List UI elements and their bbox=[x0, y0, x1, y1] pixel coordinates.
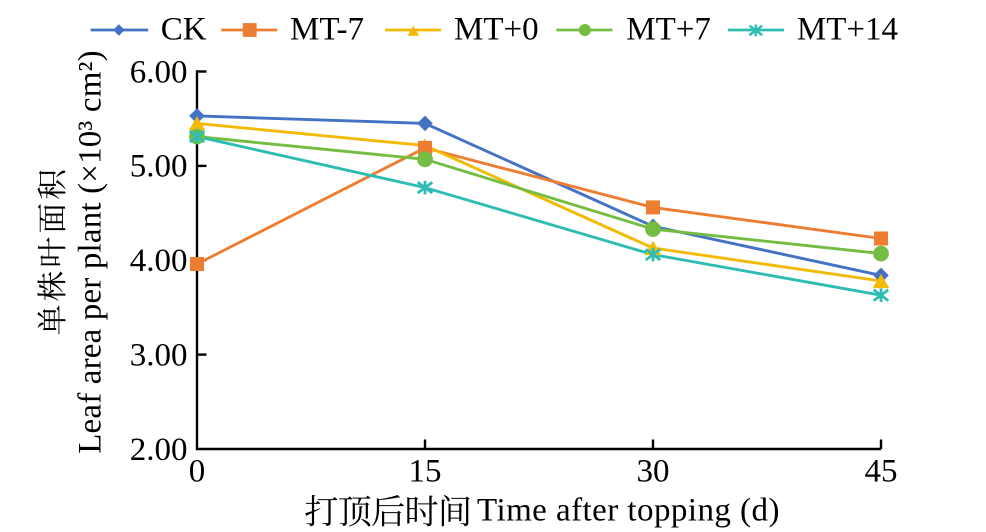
svg-text:CK: CK bbox=[161, 11, 207, 47]
svg-text:MT+0: MT+0 bbox=[454, 11, 539, 47]
svg-text:3.00: 3.00 bbox=[130, 338, 188, 374]
svg-text:MT+7: MT+7 bbox=[626, 11, 711, 47]
svg-text:2.00: 2.00 bbox=[130, 432, 188, 468]
svg-text:MT+14: MT+14 bbox=[797, 11, 898, 47]
svg-text:15: 15 bbox=[409, 453, 442, 489]
svg-text:5.00: 5.00 bbox=[130, 149, 188, 185]
svg-text:MT-7: MT-7 bbox=[290, 11, 364, 47]
svg-text:30: 30 bbox=[637, 453, 670, 489]
svg-text:6.00: 6.00 bbox=[130, 54, 188, 90]
svg-text:Leaf area per plant (×10³ cm²): Leaf area per plant (×10³ cm²) bbox=[73, 50, 109, 454]
svg-text:0: 0 bbox=[189, 453, 206, 489]
svg-text:4.00: 4.00 bbox=[130, 243, 188, 279]
svg-text:Time after topping (d): Time after topping (d) bbox=[477, 493, 780, 529]
svg-text:45: 45 bbox=[865, 453, 898, 489]
